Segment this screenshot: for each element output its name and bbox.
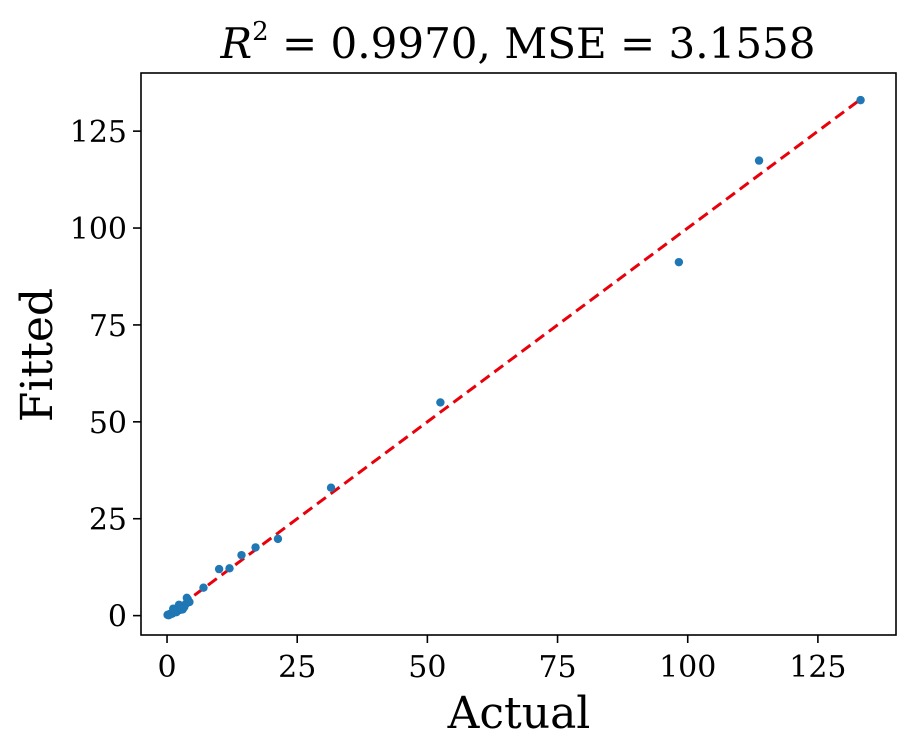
y-tick-label: 0 [108,600,127,635]
fit-line [166,98,861,617]
data-point [237,550,246,560]
title-superscript: 2 [252,17,269,47]
x-tick-label: 50 [408,650,446,685]
x-tick-label: 75 [538,650,576,685]
y-tick-label: 50 [89,406,127,441]
y-axis-ticks: 0 25 50 75 100 125 [70,115,141,635]
title-r: R [219,19,252,68]
y-tick-label: 125 [70,115,127,150]
data-point [754,156,764,165]
y-axis-label: Fitted [12,288,63,422]
y-tick-label: 25 [89,503,127,538]
data-point [199,583,208,592]
data-point [177,603,186,613]
x-tick-label: 100 [659,650,716,685]
x-axis-label: Actual [447,688,591,739]
data-point [326,483,336,492]
data-point [225,564,234,573]
fit-line-layer [166,98,861,617]
plot-area-frame [140,72,897,636]
y-tick-label: 100 [70,212,127,247]
data-point [170,606,179,615]
x-tick-label: 125 [789,650,846,685]
x-tick-label: 25 [278,650,316,685]
data-point [251,543,260,552]
data-point [856,95,865,105]
data-point [182,593,192,602]
data-point [674,257,684,267]
x-axis-ticks: 0 25 50 75 100 125 [157,635,847,685]
data-point [436,398,445,407]
y-tick-label: 75 [89,309,127,344]
data-point [273,534,283,544]
data-points-layer [163,95,865,620]
x-tick-label: 0 [157,650,176,685]
data-point [214,564,224,574]
title-rest: = 0.9970, MSE = 3.1558 [269,19,816,68]
chart-title: R2 = 0.9970, MSE = 3.1558 [219,17,815,68]
